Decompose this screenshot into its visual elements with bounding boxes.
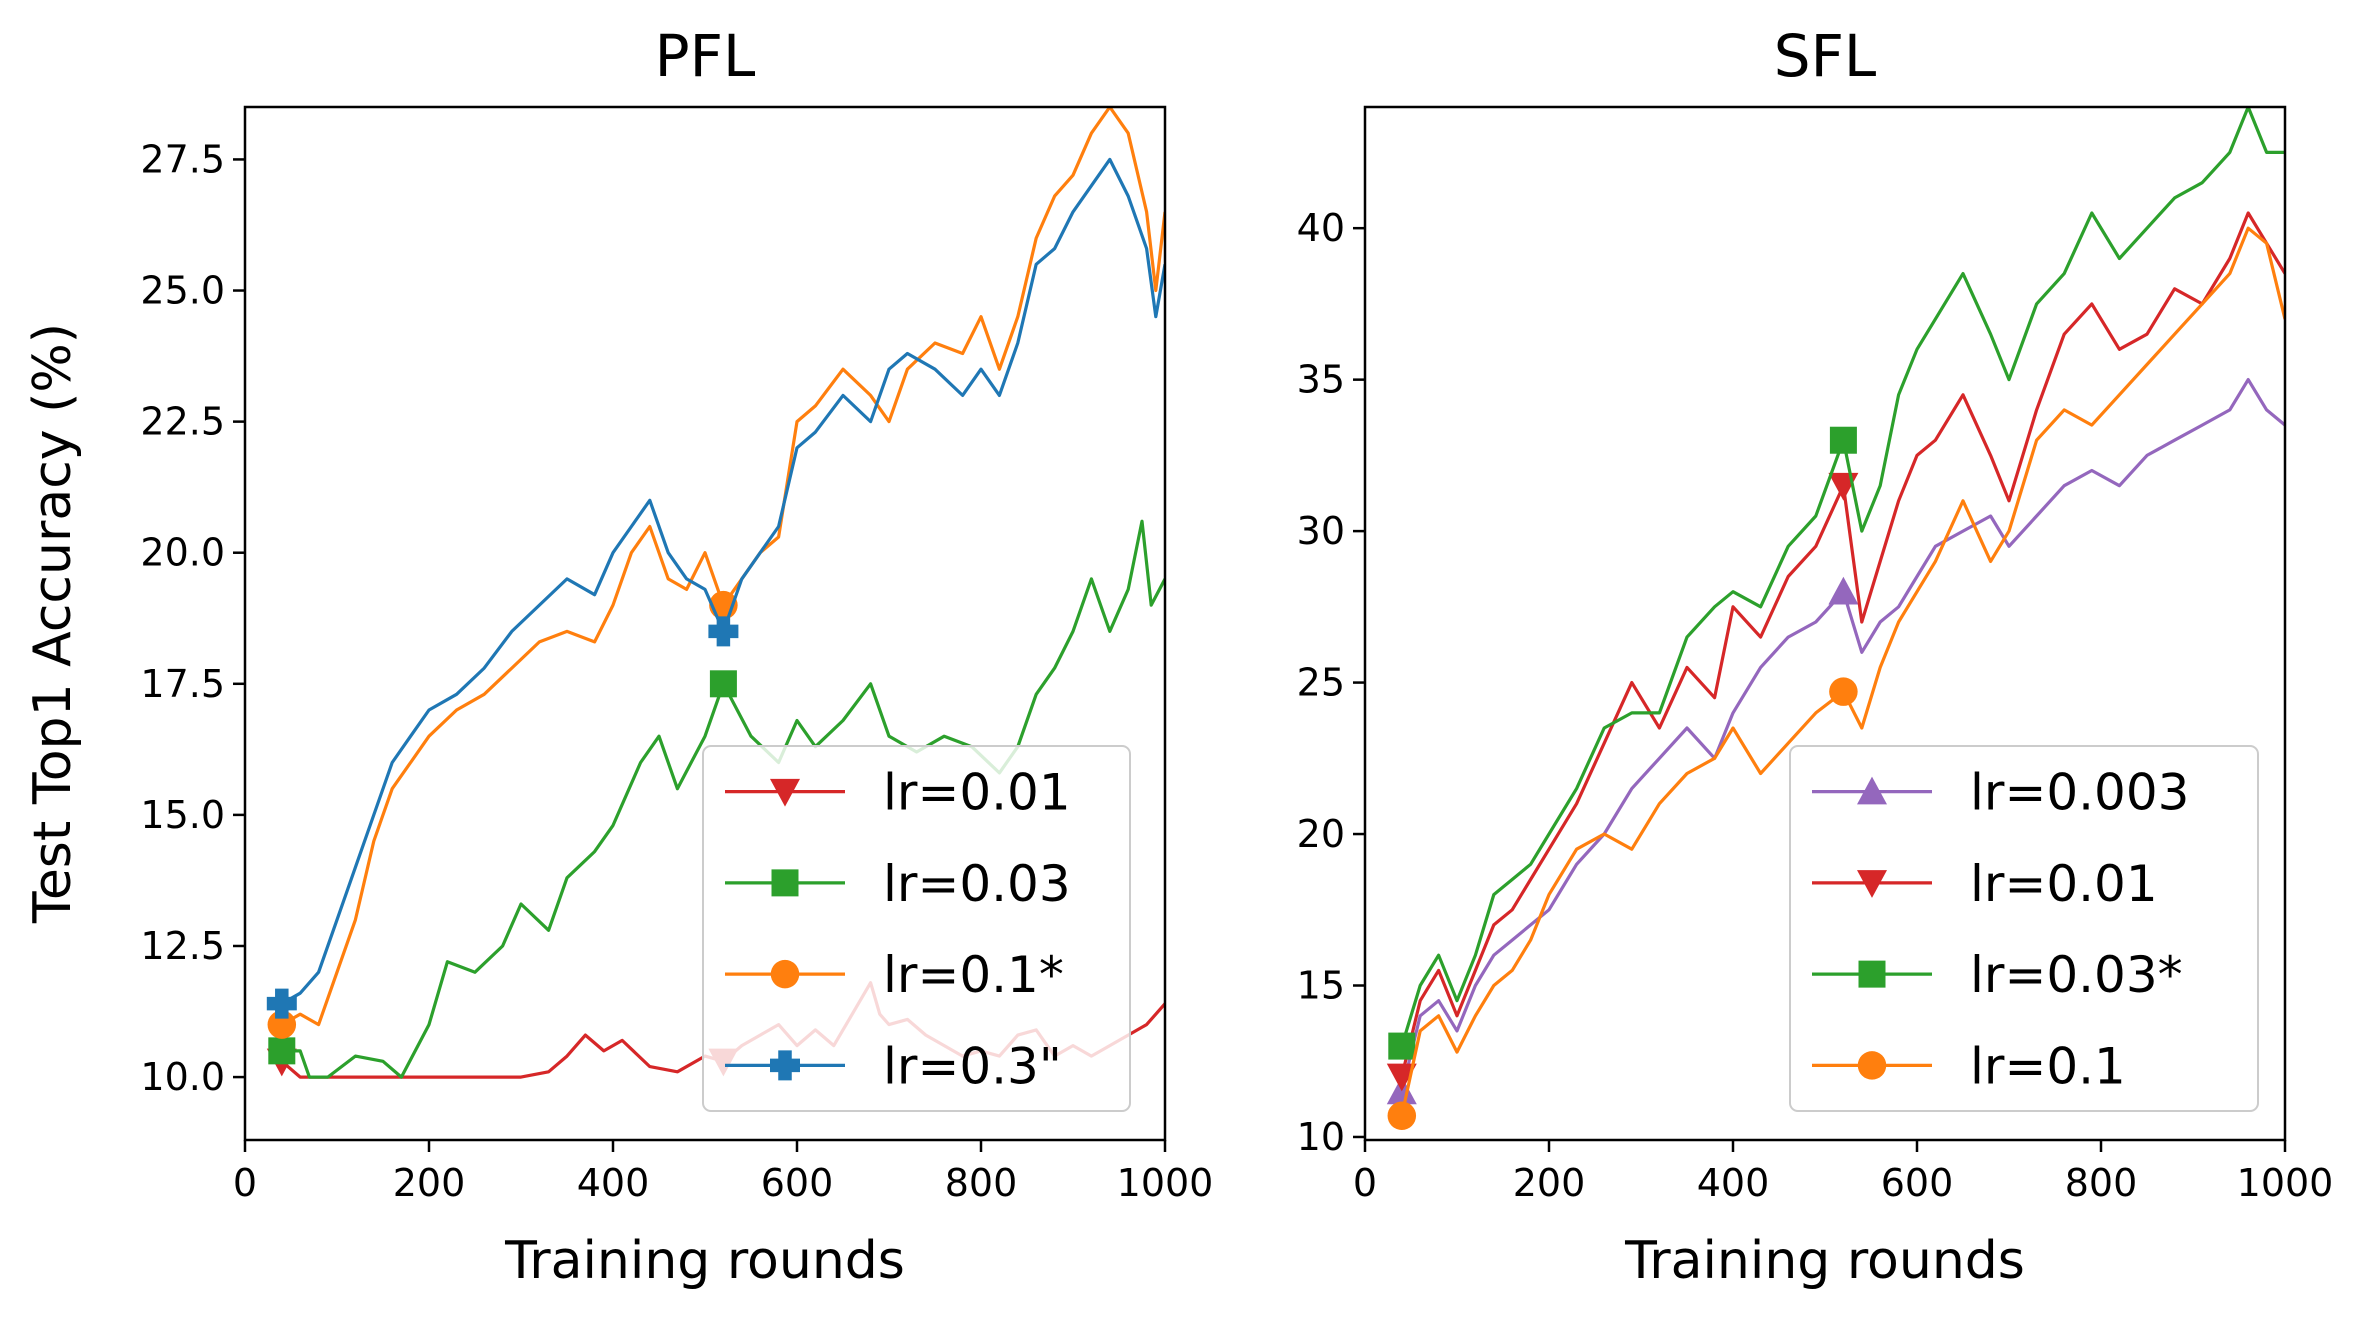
- sfl-legend-label-2: lr=0.03*: [1970, 946, 2183, 1004]
- sfl-plot-area: [1386, 107, 2285, 1131]
- pfl-x-tick-label: 200: [393, 1161, 466, 1205]
- pfl-y-tick-label: 12.5: [140, 924, 225, 968]
- pfl-x-tick-label: 400: [577, 1161, 650, 1205]
- pfl-y-tick-label: 20.0: [140, 531, 225, 575]
- sfl-series-2-marker-0: [1388, 1032, 1416, 1060]
- sfl-series-2-marker-1: [1829, 426, 1857, 454]
- pfl-y-tick-label: 17.5: [140, 662, 225, 706]
- sfl-x-tick-label: 600: [1881, 1161, 1954, 1205]
- sfl-legend-label-0: lr=0.003: [1970, 764, 2189, 822]
- pfl-y-tick-label: 10.0: [140, 1055, 225, 1099]
- pfl-legend-label-3: lr=0.3": [883, 1037, 1062, 1095]
- pfl-y-tick-label: 25.0: [140, 269, 225, 313]
- pfl-series-line-3: [281, 157, 1165, 1006]
- pfl-y-ticks: 10.0 12.5 15.0 17.5 20.0 22.5 25.0 27.5: [140, 137, 245, 1099]
- pfl-y-tick-label: 22.5: [140, 400, 225, 444]
- sfl-legend-label-1: lr=0.01: [1970, 855, 2158, 913]
- sfl-x-tick-label: 800: [2065, 1161, 2138, 1205]
- pfl-x-ticks: 0 200 400 600 800 1000: [233, 1140, 1213, 1205]
- pfl-series-1-marker-0: [268, 1037, 296, 1065]
- pfl-series-2-marker-0: [267, 1010, 297, 1039]
- sfl-legend: lr=0.003 lr=0.01 lr=0.03* lr=0.1: [1789, 745, 2259, 1112]
- pfl-legend-label-0: lr=0.01: [883, 764, 1071, 822]
- sfl-y-tick-label: 35: [1297, 358, 1345, 402]
- sfl-legend-box: [1789, 745, 2259, 1112]
- sfl-legend-marker-2: [1858, 960, 1886, 988]
- pfl-legend-marker-3: [770, 1050, 800, 1081]
- sfl-y-tick-label: 15: [1297, 964, 1345, 1008]
- sfl-legend-label-3: lr=0.1: [1970, 1037, 2126, 1095]
- sfl-y-tick-label: 10: [1297, 1115, 1345, 1159]
- pfl-x-tick-label: 800: [945, 1161, 1018, 1205]
- pfl-legend-marker-2: [770, 959, 800, 989]
- pfl-legend-marker-1: [771, 869, 799, 897]
- pfl-plot-area: [266, 107, 1165, 1079]
- pfl-x-tick-label: 1000: [1117, 1161, 1214, 1205]
- pfl-legend: lr=0.01 lr=0.03 lr=0.1* lr=0.3": [702, 745, 1131, 1112]
- pfl-legend-label-1: lr=0.03: [883, 855, 1071, 913]
- pfl-legend-marker-0: [770, 778, 800, 807]
- pfl-axes-frame: [243, 105, 1167, 1142]
- sfl-y-tick-label: 40: [1297, 206, 1345, 250]
- sfl-series-1-marker-0: [1386, 1063, 1417, 1092]
- pfl-panel: PFL 0 200 400 600 800 1000 10.0 12.5 15.0 17.5 20…: [23, 22, 1213, 1291]
- sfl-x-ticks: 0 200 400 600 800 1000: [1353, 1140, 2333, 1205]
- sfl-y-tick-label: 25: [1297, 661, 1345, 705]
- sfl-title: SFL: [1774, 22, 1877, 90]
- pfl-series-1-marker-1: [709, 670, 737, 698]
- pfl-legend-box: [702, 745, 1131, 1112]
- sfl-x-tick-label: 0: [1353, 1161, 1377, 1205]
- sfl-panel: SFL 0 200 400 600 800 1000 10 15 20 25 30 35 40 Tra…: [1297, 22, 2334, 1291]
- pfl-y-axis-label: Test Top1 Accuracy (%): [23, 323, 83, 924]
- sfl-axes-frame: [1363, 105, 2287, 1142]
- sfl-series-3-marker-0: [1387, 1101, 1417, 1131]
- sfl-x-tick-label: 1000: [2237, 1161, 2334, 1205]
- sfl-y-tick-label: 30: [1297, 509, 1345, 553]
- pfl-x-tick-label: 0: [233, 1161, 257, 1205]
- pfl-x-tick-label: 600: [761, 1161, 834, 1205]
- pfl-series-3-marker-1: [708, 616, 739, 647]
- sfl-series-3-marker-1: [1829, 677, 1858, 706]
- pfl-title: PFL: [655, 22, 756, 90]
- sfl-legend-marker-1: [1857, 870, 1887, 898]
- sfl-y-ticks: 10 15 20 25 30 35 40: [1297, 206, 1365, 1159]
- sfl-legend-marker-0: [1857, 776, 1887, 805]
- pfl-legend-label-2: lr=0.1*: [883, 946, 1064, 1004]
- sfl-x-tick-label: 400: [1697, 1161, 1770, 1205]
- pfl-y-tick-label: 27.5: [140, 137, 225, 181]
- pfl-y-tick-label: 15.0: [140, 793, 225, 837]
- sfl-x-axis-label: Training rounds: [1624, 1231, 2025, 1291]
- sfl-series-0-marker-1: [1828, 576, 1859, 605]
- sfl-legend-marker-3: [1857, 1051, 1887, 1080]
- pfl-x-axis-label: Training rounds: [504, 1231, 905, 1291]
- sfl-y-tick-label: 20: [1297, 812, 1345, 856]
- pfl-series-3-marker-0: [266, 988, 297, 1019]
- pfl-series-line-1: [281, 519, 1165, 1079]
- sfl-x-tick-label: 200: [1513, 1161, 1586, 1205]
